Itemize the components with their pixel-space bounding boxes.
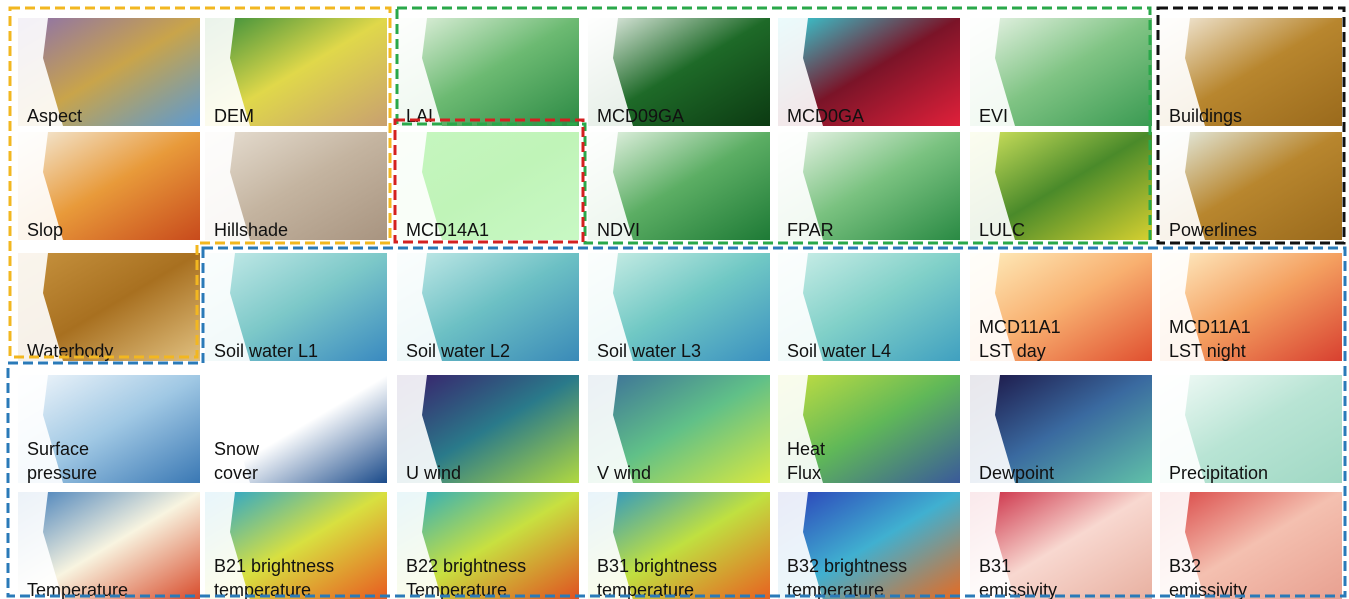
tile-label: EVI bbox=[979, 106, 1008, 126]
tile-label: B32 bbox=[1169, 556, 1201, 576]
tile-label: Buildings bbox=[1169, 106, 1242, 126]
tile-label: MCD0GA bbox=[787, 106, 864, 126]
tile-label: Surface bbox=[27, 439, 89, 459]
tile-label: MCD11A1 bbox=[1169, 317, 1251, 337]
tile-label: Dewpoint bbox=[979, 463, 1054, 483]
tile-label: LST day bbox=[979, 341, 1046, 361]
tile-label: Soil water L2 bbox=[406, 341, 510, 361]
tile-label: LST night bbox=[1169, 341, 1246, 361]
tile-label: FPAR bbox=[787, 220, 834, 240]
tile-label: Aspect bbox=[27, 106, 82, 126]
tile-label: Flux bbox=[787, 463, 821, 483]
tile-label: B21 brightness bbox=[214, 556, 334, 576]
tile-label: B31 bbox=[979, 556, 1011, 576]
tile-label: NDVI bbox=[597, 220, 640, 240]
tile-label: DEM bbox=[214, 106, 254, 126]
tile-label: B32 brightness bbox=[787, 556, 907, 576]
tile-label: V wind bbox=[597, 463, 651, 483]
tile-label: LULC bbox=[979, 220, 1025, 240]
tile-label: B31 brightness bbox=[597, 556, 717, 576]
tile-label: cover bbox=[214, 463, 258, 483]
tile-label: Soil water L3 bbox=[597, 341, 701, 361]
tile-label: B22 brightness bbox=[406, 556, 526, 576]
tile-label: MCD11A1 bbox=[979, 317, 1061, 337]
tile-label: Soil water L1 bbox=[214, 341, 318, 361]
tile-label: Hillshade bbox=[214, 220, 288, 240]
tile-label: U wind bbox=[406, 463, 461, 483]
tile-label: Snow bbox=[214, 439, 260, 459]
tile-label: MCD09GA bbox=[597, 106, 684, 126]
tile-label: MCD14A1 bbox=[406, 220, 489, 240]
tile-label: Precipitation bbox=[1169, 463, 1268, 483]
tile-label: Soil water L4 bbox=[787, 341, 891, 361]
tile-label: pressure bbox=[27, 463, 97, 483]
figure: AspectDEMLAIMCD09GAMCD0GAEVIBuildingsSlo… bbox=[0, 0, 1349, 599]
tile-label: Heat bbox=[787, 439, 825, 459]
tile-label: Slop bbox=[27, 220, 63, 240]
tile-label: Powerlines bbox=[1169, 220, 1257, 240]
tile-label: Waterbody bbox=[27, 341, 113, 361]
